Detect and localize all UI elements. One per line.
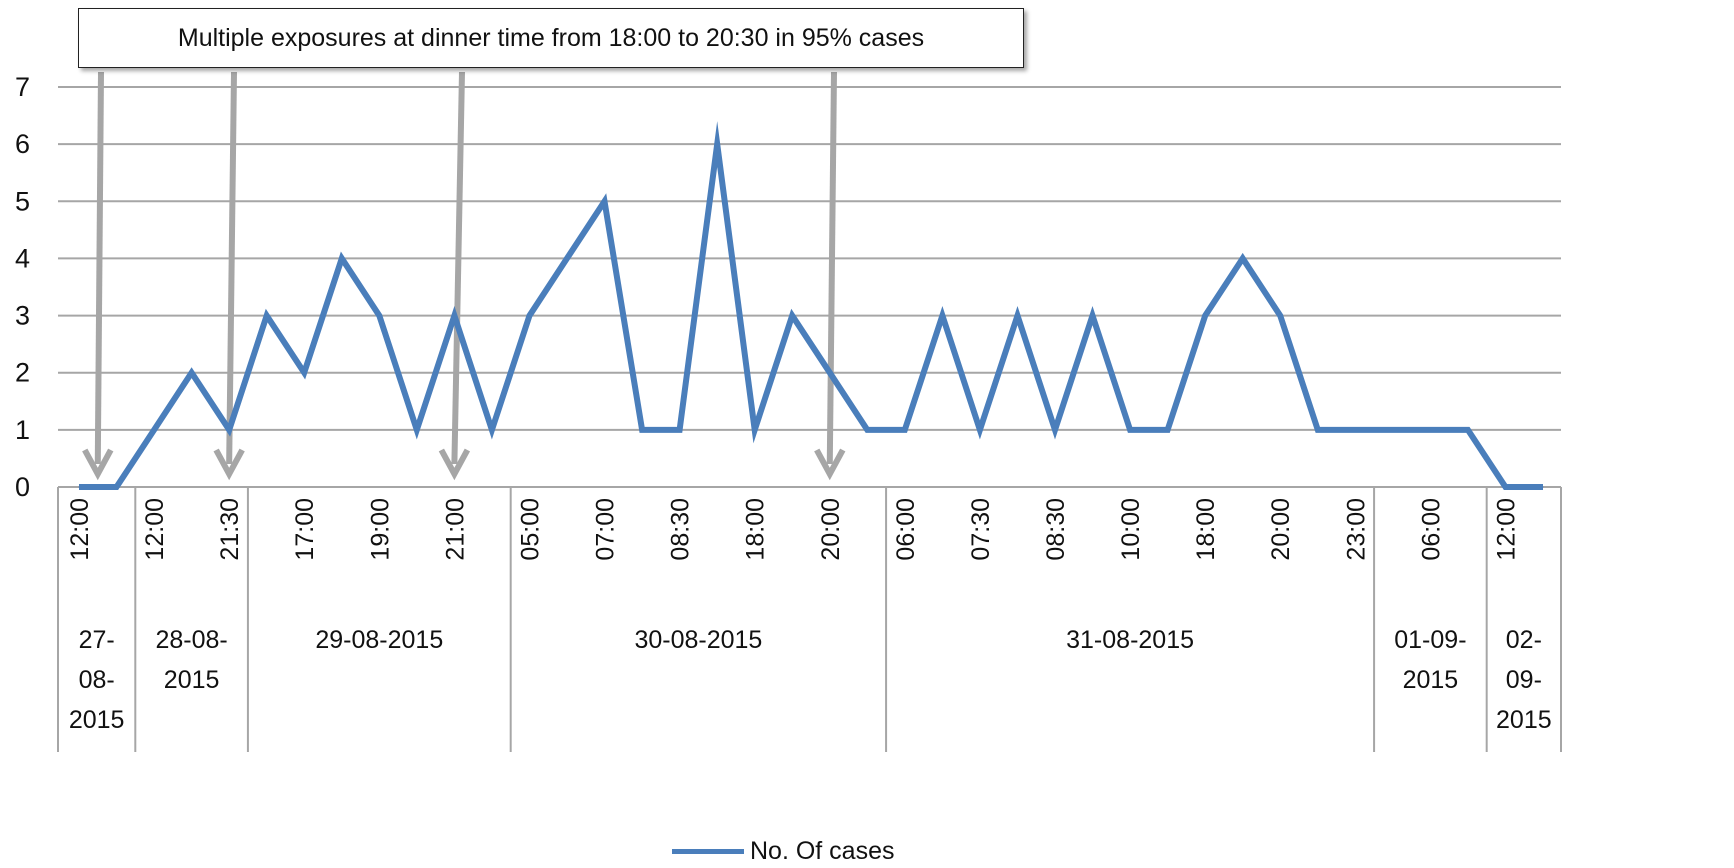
y-tick-label: 5 bbox=[15, 186, 30, 216]
data-point bbox=[416, 429, 418, 431]
x-tick-label: 05:00 bbox=[516, 498, 544, 561]
data-point bbox=[266, 315, 268, 317]
data-point bbox=[1429, 429, 1431, 431]
x-tick-label: 12:00 bbox=[66, 498, 94, 561]
data-point bbox=[116, 486, 117, 488]
data-point bbox=[1092, 315, 1093, 317]
y-tick-label: 3 bbox=[15, 301, 30, 331]
data-point bbox=[716, 143, 718, 145]
annotation-arrow-head bbox=[82, 448, 114, 481]
x-tick-label: 06:00 bbox=[1417, 498, 1445, 561]
x-tick-label: 12:00 bbox=[141, 498, 169, 561]
data-point bbox=[191, 372, 193, 374]
date-group-label: 31-08-2015 bbox=[1066, 626, 1194, 654]
annotation-arrow-shaft bbox=[226, 71, 237, 465]
data-point bbox=[641, 429, 643, 431]
legend: No. Of cases bbox=[672, 836, 895, 865]
data-point bbox=[78, 486, 80, 488]
y-axis-tick-labels: 0 1 2 3 4 5 6 7 bbox=[15, 72, 30, 502]
data-point bbox=[341, 257, 343, 259]
data-point bbox=[303, 372, 305, 374]
data-point bbox=[604, 200, 605, 202]
data-point bbox=[979, 429, 981, 431]
data-point bbox=[529, 315, 530, 317]
x-tick-label: 06:00 bbox=[892, 498, 920, 561]
date-group-label: 30-08-2015 bbox=[634, 626, 762, 654]
data-point bbox=[829, 372, 831, 374]
data-point bbox=[453, 315, 455, 317]
data-point bbox=[754, 429, 756, 431]
y-tick-label: 1 bbox=[15, 415, 30, 445]
x-tick-label: 18:00 bbox=[742, 498, 770, 561]
x-tick-label: 12:00 bbox=[1492, 498, 1520, 561]
data-point bbox=[904, 429, 906, 431]
series-line bbox=[79, 121, 1543, 490]
x-tick-label: 20:00 bbox=[1267, 498, 1295, 561]
y-tick-label: 0 bbox=[15, 472, 30, 502]
data-point bbox=[1467, 429, 1469, 431]
data-point bbox=[866, 429, 868, 431]
x-tick-label: 08:30 bbox=[667, 498, 695, 561]
series-no-of-cases bbox=[78, 121, 1544, 490]
x-axis bbox=[57, 487, 1562, 752]
data-point bbox=[1167, 429, 1169, 431]
data-point bbox=[1317, 429, 1319, 431]
x-tick-label: 23:00 bbox=[1342, 498, 1370, 561]
x-tick-label: 08:30 bbox=[1042, 498, 1070, 561]
x-axis-date-labels: 27-08-2015 28-08-2015 29-08-2015 30-08-2015… bbox=[69, 626, 1552, 734]
data-point bbox=[1017, 315, 1018, 317]
x-tick-label: 07:30 bbox=[967, 498, 995, 561]
annotation-arrows bbox=[82, 71, 846, 481]
data-point bbox=[378, 315, 380, 317]
data-point bbox=[791, 315, 793, 317]
x-tick-label: 17:00 bbox=[291, 498, 319, 561]
data-point bbox=[1129, 429, 1131, 431]
x-tick-label: 19:00 bbox=[366, 498, 394, 561]
annotation-arrow-head bbox=[814, 448, 846, 481]
x-tick-label: 20:00 bbox=[817, 498, 845, 561]
annotation-arrow-head bbox=[438, 448, 471, 481]
data-point bbox=[941, 315, 943, 317]
data-point bbox=[153, 429, 155, 431]
annotation-arrow-head bbox=[213, 448, 245, 481]
data-point bbox=[1354, 429, 1356, 431]
annotation-arrow-shaft bbox=[451, 71, 465, 465]
legend-label: No. Of cases bbox=[750, 836, 895, 865]
legend-line-swatch bbox=[672, 848, 744, 854]
y-tick-label: 7 bbox=[15, 72, 30, 102]
annotation-arrow-shaft bbox=[826, 71, 837, 465]
data-point bbox=[566, 257, 568, 259]
annotation-text: Multiple exposures at dinner time from 1… bbox=[177, 23, 925, 52]
data-point bbox=[1542, 486, 1544, 488]
data-point bbox=[1054, 429, 1056, 431]
y-tick-label: 4 bbox=[15, 243, 30, 273]
data-point bbox=[1505, 486, 1506, 488]
y-tick-label: 6 bbox=[15, 129, 30, 159]
gridlines bbox=[58, 86, 1561, 488]
data-point bbox=[1204, 315, 1206, 317]
x-tick-label: 18:00 bbox=[1192, 498, 1220, 561]
x-tick-label: 07:00 bbox=[592, 498, 620, 561]
y-tick-label: 2 bbox=[15, 358, 30, 388]
data-point bbox=[1279, 315, 1281, 317]
date-group-label: 02-09-2015 bbox=[1496, 626, 1552, 734]
data-point bbox=[679, 429, 681, 431]
annotation-arrow-shaft bbox=[94, 71, 104, 465]
x-axis-time-labels: 12:00 12:00 21:30 17:00 19:00 21:00 05:00 07:00… bbox=[66, 498, 1520, 561]
data-point bbox=[1392, 429, 1394, 431]
data-point bbox=[228, 429, 230, 431]
data-point bbox=[491, 429, 493, 431]
date-group-label: 29-08-2015 bbox=[315, 626, 443, 654]
data-point bbox=[1242, 257, 1244, 259]
x-tick-label: 21:30 bbox=[216, 498, 244, 561]
date-group-label: 27-08-2015 bbox=[69, 626, 125, 734]
x-tick-label: 10:00 bbox=[1117, 498, 1145, 561]
date-group-label: 01-09-2015 bbox=[1394, 626, 1466, 694]
date-group-label: 28-08-2015 bbox=[155, 626, 227, 694]
x-tick-label: 21:00 bbox=[441, 498, 469, 561]
annotation-box: Multiple exposures at dinner time from 1… bbox=[78, 8, 1024, 68]
